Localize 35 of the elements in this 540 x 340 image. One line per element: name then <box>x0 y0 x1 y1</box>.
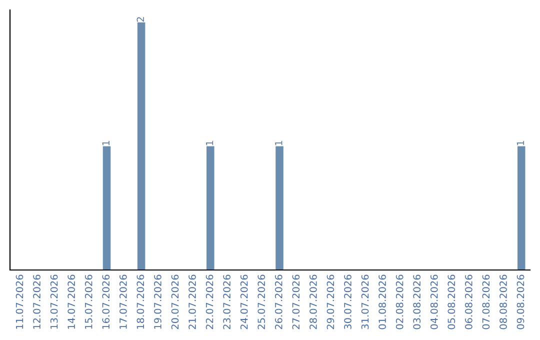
data-label: 2 <box>136 17 144 22</box>
x-tick-label: 12.07.2026 <box>33 274 40 329</box>
x-tick-label: 31.07.2026 <box>361 274 369 330</box>
x-tick-label: 22.07.2026 <box>206 274 214 330</box>
x-tick-label: 02.08.2026 <box>396 274 404 330</box>
x-tick-label: 08.08.2026 <box>500 274 507 330</box>
x-tick-label: 23.07.2026 <box>223 274 230 330</box>
x-tick-label: 04.08.2026 <box>430 274 438 330</box>
x-tick-label: 11.07.2026 <box>16 274 24 329</box>
x-tick-label: 28.07.2026 <box>310 274 317 330</box>
x-tick-label: 07.08.2026 <box>482 274 490 330</box>
data-label: 1 <box>102 140 110 146</box>
x-tick-label: 27.07.2026 <box>292 274 300 330</box>
x-tick-label: 13.07.2026 <box>50 274 58 329</box>
x-tick-label: 14.07.2026 <box>68 274 76 329</box>
x-tick-label: 15.07.2026 <box>84 274 92 329</box>
data-label: 1 <box>516 140 524 146</box>
x-tick-label: 09.08.2026 <box>516 274 524 330</box>
data-label: 1 <box>275 140 282 146</box>
x-tick-label: 30.07.2026 <box>344 274 352 330</box>
x-tick-label: 17.07.2026 <box>119 274 127 329</box>
x-tick-label: 25.07.2026 <box>258 274 266 330</box>
x-tick-label: 05.08.2026 <box>448 274 456 330</box>
x-tick-label: 26.07.2026 <box>274 274 282 330</box>
x-tick-label: 01.08.2026 <box>378 274 386 330</box>
x-tick-label: 03.08.2026 <box>413 274 421 330</box>
x-tick-label: 21.07.2026 <box>188 274 196 330</box>
x-tick-label: 16.07.2026 <box>102 274 110 329</box>
x-tick-label: 18.07.2026 <box>136 274 144 329</box>
x-tick-label: 29.07.2026 <box>326 274 334 330</box>
x-tick-label: 19.07.2026 <box>154 274 162 329</box>
data-label: 1 <box>206 140 214 146</box>
x-tick-label: 20.07.2026 <box>171 274 179 330</box>
x-tick-label: 24.07.2026 <box>240 274 248 330</box>
x-tick-label: 06.08.2026 <box>465 274 472 330</box>
